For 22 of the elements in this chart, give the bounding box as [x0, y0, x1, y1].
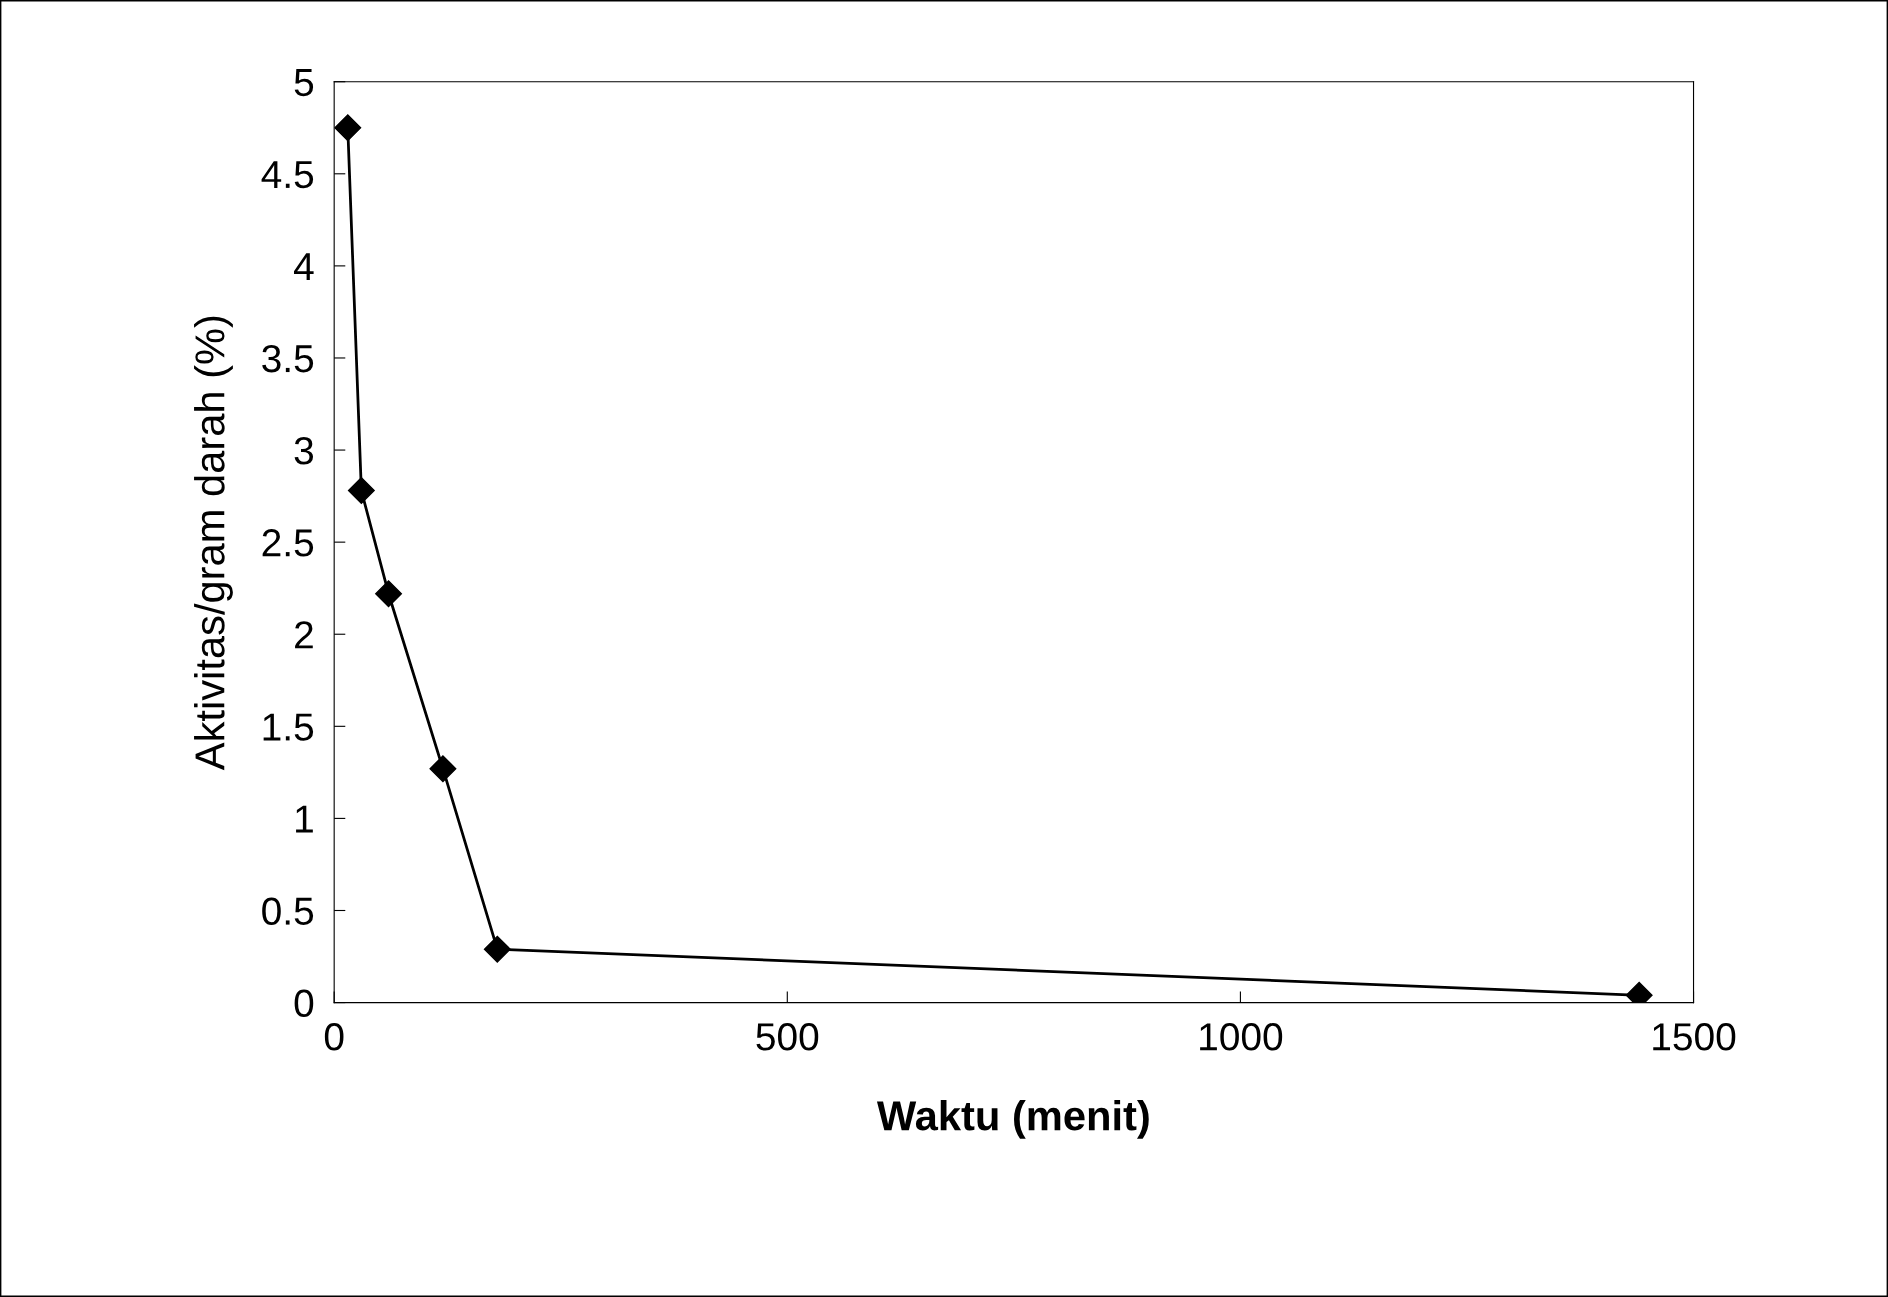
- y-tick-label: 0: [294, 989, 314, 1018]
- y-axis-title: Aktivitas/gram darah (%): [194, 316, 233, 771]
- x-tick-label: 0: [324, 1023, 344, 1051]
- y-tick-label: 4: [294, 253, 314, 280]
- x-tick-label: 500: [756, 1023, 819, 1051]
- point: [334, 114, 362, 142]
- x-tick-label: 1000: [1200, 1023, 1283, 1051]
- point: [429, 755, 457, 783]
- y-tick-label: 2.5: [262, 529, 314, 557]
- point: [347, 477, 375, 505]
- point: [483, 935, 511, 963]
- y-tick-label: 5: [294, 69, 314, 97]
- y-tick-label: 1.5: [263, 713, 314, 741]
- y-tick-label: 0.5: [262, 897, 314, 925]
- y-tick-label: 1: [296, 805, 313, 833]
- y-tick-label: 3: [294, 436, 314, 465]
- x-axis-title: Waktu (menit): [876, 1099, 1149, 1139]
- y-tick-label: 4.5: [261, 161, 314, 189]
- point: [375, 580, 403, 608]
- x-tick-label: 1500: [1653, 1023, 1736, 1051]
- y-tick-label: 2: [295, 621, 313, 649]
- y-tick-label: 3.5: [262, 344, 314, 373]
